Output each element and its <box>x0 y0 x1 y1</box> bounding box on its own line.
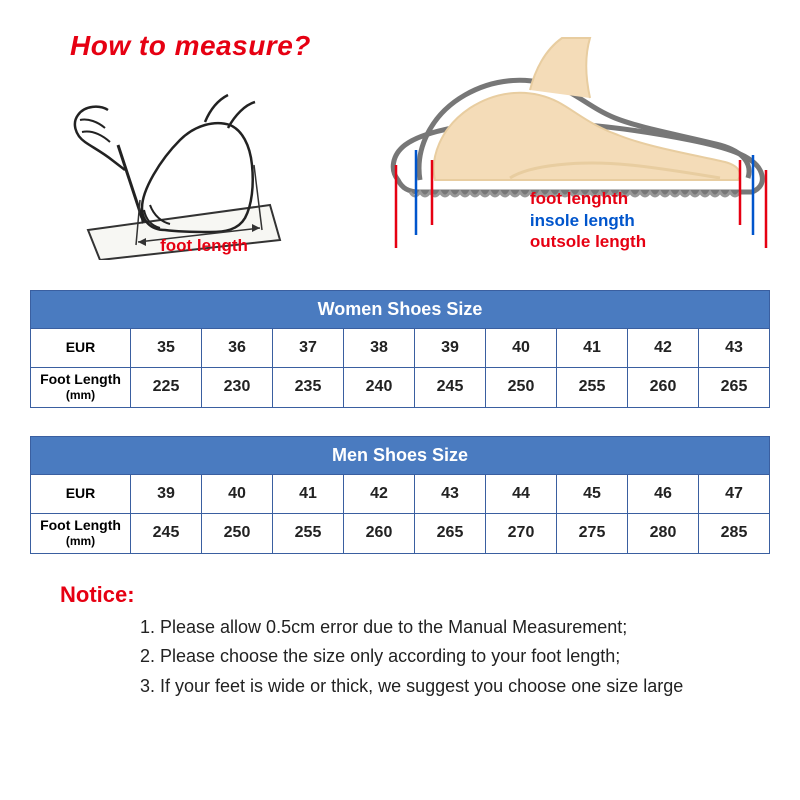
legend-outsole-length: outsole length <box>530 231 646 252</box>
cell: 44 <box>486 474 557 513</box>
tracing-foot-diagram: foot length <box>30 70 330 260</box>
women-table-title: Women Shoes Size <box>31 291 770 329</box>
cell: 265 <box>699 368 770 408</box>
cell: 265 <box>415 513 486 553</box>
foot-length-label: foot length <box>160 236 248 256</box>
cell: 230 <box>202 368 273 408</box>
cell: 36 <box>202 329 273 368</box>
diagram-row: How to measure? <box>30 20 770 260</box>
cell: 43 <box>699 329 770 368</box>
cell: 255 <box>273 513 344 553</box>
table-row: Foot Length(mm) 245 250 255 260 265 270 … <box>31 513 770 553</box>
table-row: Foot Length(mm) 225 230 235 240 245 250 … <box>31 368 770 408</box>
women-shoes-size-table: Women Shoes Size EUR 35 36 37 38 39 40 4… <box>30 290 770 408</box>
cell: 245 <box>131 513 202 553</box>
cell: 40 <box>486 329 557 368</box>
cell: 39 <box>131 474 202 513</box>
men-shoes-size-table: Men Shoes Size EUR 39 40 41 42 43 44 45 … <box>30 436 770 554</box>
cell: 255 <box>557 368 628 408</box>
cell: 47 <box>699 474 770 513</box>
table-row: EUR 39 40 41 42 43 44 45 46 47 <box>31 474 770 513</box>
cell: 285 <box>699 513 770 553</box>
row-header-eur: EUR <box>31 329 131 368</box>
left-diagram-panel: How to measure? <box>30 20 360 260</box>
legend-foot-length: foot lenghth <box>530 188 646 209</box>
cell: 250 <box>486 368 557 408</box>
cell: 39 <box>415 329 486 368</box>
cell: 46 <box>628 474 699 513</box>
cell: 250 <box>202 513 273 553</box>
cell: 35 <box>131 329 202 368</box>
table-row: EUR 35 36 37 38 39 40 41 42 43 <box>31 329 770 368</box>
cell: 42 <box>344 474 415 513</box>
cell: 225 <box>131 368 202 408</box>
legend-insole-length: insole length <box>530 210 646 231</box>
cell: 41 <box>273 474 344 513</box>
cell: 37 <box>273 329 344 368</box>
notice-list: Please allow 0.5cm error due to the Manu… <box>160 614 770 702</box>
cell: 275 <box>557 513 628 553</box>
cell: 43 <box>415 474 486 513</box>
cell: 260 <box>628 368 699 408</box>
how-to-measure-title: How to measure? <box>70 30 360 62</box>
row-header-foot-length: Foot Length(mm) <box>31 368 131 408</box>
cell: 240 <box>344 368 415 408</box>
cell: 40 <box>202 474 273 513</box>
cell: 38 <box>344 329 415 368</box>
cell: 45 <box>557 474 628 513</box>
list-item: If your feet is wide or thick, we sugges… <box>160 673 770 701</box>
row-header-eur: EUR <box>31 474 131 513</box>
shoe-diagram-panel: foot lenghth insole length outsole lengt… <box>380 20 780 260</box>
row-header-foot-length: Foot Length(mm) <box>31 513 131 553</box>
cell: 270 <box>486 513 557 553</box>
cell: 260 <box>344 513 415 553</box>
shoe-cross-section-diagram: foot lenghth insole length outsole lengt… <box>380 30 780 260</box>
men-table-title: Men Shoes Size <box>31 436 770 474</box>
cell: 41 <box>557 329 628 368</box>
cell: 42 <box>628 329 699 368</box>
list-item: Please choose the size only according to… <box>160 643 770 671</box>
cell: 235 <box>273 368 344 408</box>
list-item: Please allow 0.5cm error due to the Manu… <box>160 614 770 642</box>
shoe-diagram-legend: foot lenghth insole length outsole lengt… <box>530 188 646 252</box>
cell: 280 <box>628 513 699 553</box>
notice-title: Notice: <box>60 582 770 608</box>
cell: 245 <box>415 368 486 408</box>
